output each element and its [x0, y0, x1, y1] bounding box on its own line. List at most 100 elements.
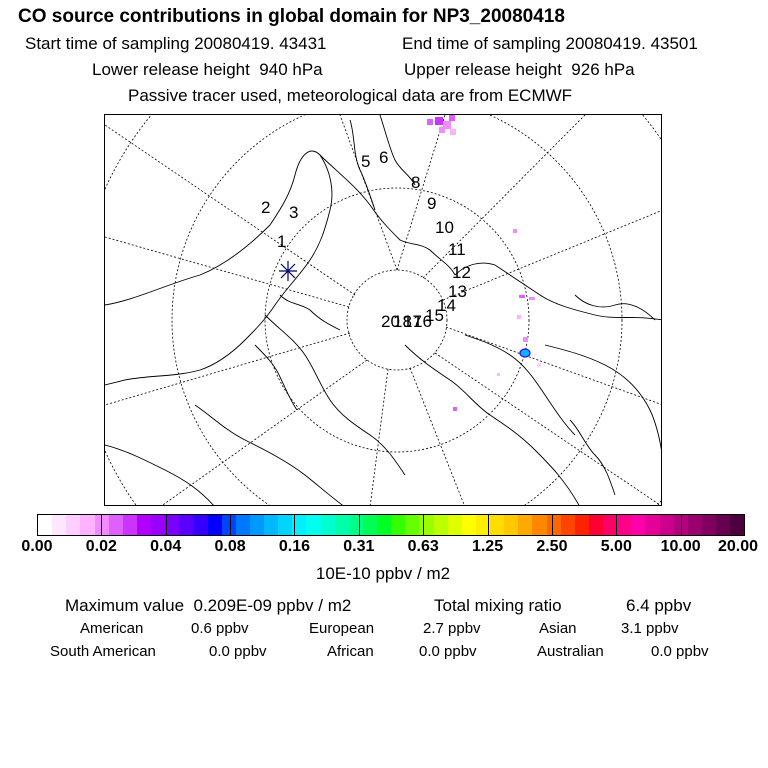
concentration-cell: [529, 297, 535, 300]
latitude-circle: [346, 269, 448, 371]
colorbar-divider: [165, 514, 167, 536]
coastline: [404, 344, 580, 505]
colorbar-swatch: [320, 515, 335, 535]
concentration-cell: [537, 363, 541, 367]
colorbar-tick-label: 1.25: [471, 538, 504, 555]
colorbar-swatch: [151, 515, 166, 535]
colorbar-swatch: [52, 515, 67, 535]
trajectory-label: 13: [448, 282, 467, 301]
region-value: 2.7 ppbv: [423, 620, 481, 637]
trajectory-label: 18: [393, 312, 412, 331]
colorbar-swatch: [193, 515, 208, 535]
meridian-line: [162, 359, 368, 505]
colorbar-swatch: [546, 515, 561, 535]
start-time-value: 20080419. 43431: [194, 34, 327, 53]
colorbar-divider: [487, 514, 489, 536]
trajectory-label: 1: [277, 232, 286, 251]
concentration-cell: [453, 407, 457, 411]
trajectory-labels: 1 2 3 5 6 8 9 10 11 12 13 14 15 20 18 17…: [261, 148, 471, 331]
plot-title: CO source contributions in global domain…: [18, 6, 565, 27]
colorbar-divider: [616, 514, 618, 536]
max-value-label: Maximum value: [65, 596, 185, 615]
concentration-max-cell: [519, 348, 531, 358]
colorbar-tick-label: 0.04: [150, 538, 182, 555]
release-point-star: [279, 261, 297, 281]
concentration-cell: [449, 115, 455, 121]
colorbar-swatch: [122, 515, 137, 535]
coastline: [454, 262, 661, 321]
total-mixing-label: Total mixing ratio: [434, 596, 562, 615]
meridian-line: [105, 236, 350, 308]
coastlines: [105, 115, 661, 505]
colorbar-swatch: [504, 515, 519, 535]
colorbar-swatch: [461, 515, 476, 535]
colorbar-swatch: [447, 515, 462, 535]
upper-release-height: Upper release height 926 hPa: [404, 60, 635, 80]
colorbar-swatch: [235, 515, 250, 535]
trajectory-label: 10: [435, 218, 454, 237]
region-name: American: [80, 620, 144, 637]
concentration-patches: [427, 115, 541, 411]
coastline: [254, 344, 298, 411]
trajectory-label: 6: [379, 148, 388, 167]
colorbar-divider: [101, 514, 103, 536]
colorbar-swatch: [108, 515, 123, 535]
meridian-line: [445, 326, 661, 405]
latitude-circle: [171, 115, 623, 505]
colorbar-swatch: [518, 515, 533, 535]
trajectory-label: 20: [381, 312, 400, 331]
concentration-cell: [427, 119, 433, 125]
colorbar-swatch: [221, 515, 236, 535]
coastline: [379, 115, 416, 186]
colorbar-tick-label: 10.00: [660, 538, 701, 555]
trajectory-label: 12: [452, 263, 471, 282]
region-value: 0.6 ppbv: [191, 620, 249, 637]
end-time: End time of sampling 20080419. 43501: [402, 34, 698, 54]
region-name: South American: [50, 643, 156, 660]
colorbar-swatch: [659, 515, 674, 535]
colorbar-swatch: [475, 515, 490, 535]
colorbar-swatch: [631, 515, 646, 535]
colorbar-swatch: [574, 515, 589, 535]
colorbar-swatch: [490, 515, 505, 535]
upper-height-label: Upper release height: [404, 60, 562, 79]
concentration-cell: [519, 295, 525, 298]
colorbar-tick-label: 2.50: [536, 538, 568, 555]
region-value: 0.0 ppbv: [651, 643, 709, 660]
colorbar-swatch: [701, 515, 716, 535]
graticule: [105, 115, 661, 505]
star-stroke: [280, 263, 296, 279]
concentration-cell: [517, 315, 521, 319]
coastline: [105, 444, 214, 505]
colorbar-divider: [230, 514, 232, 536]
lower-release-height: Lower release height 940 hPa: [92, 60, 323, 80]
region-name: African: [327, 643, 374, 660]
colorbar-swatch: [588, 515, 603, 535]
region-name: Australian: [537, 643, 604, 660]
colorbar-swatch: [207, 515, 222, 535]
colorbar-swatch: [165, 515, 180, 535]
colorbar-swatch: [38, 515, 53, 535]
coastline: [349, 119, 376, 211]
coastline: [569, 419, 616, 496]
colorbar-tick-label: 0.00: [21, 538, 53, 555]
colorbar-swatch: [433, 515, 448, 535]
trajectory-label: 9: [427, 194, 436, 213]
region-name: Asian: [539, 620, 577, 637]
concentration-cell: [450, 129, 456, 135]
region-value: 3.1 ppbv: [621, 620, 679, 637]
start-time: Start time of sampling 20080419. 43431: [25, 34, 327, 54]
meridian-line: [396, 115, 446, 271]
colorbar-swatch: [278, 515, 293, 535]
concentration-cell: [439, 127, 445, 133]
colorbar-swatch: [80, 515, 95, 535]
colorbar-swatch: [405, 515, 420, 535]
trajectory-label: 16: [413, 312, 432, 331]
colorbar-tick-label: 5.00: [600, 538, 632, 555]
colorbar: [37, 514, 745, 536]
colorbar-divider: [423, 514, 425, 536]
map-graphic: 1 2 3 5 6 8 9 10 11 12 13 14 15 20 18 17…: [105, 115, 661, 505]
colorbar-tick-label: 20.00: [717, 538, 759, 555]
colorbar-swatch: [532, 515, 547, 535]
colorbar-swatch: [306, 515, 321, 535]
